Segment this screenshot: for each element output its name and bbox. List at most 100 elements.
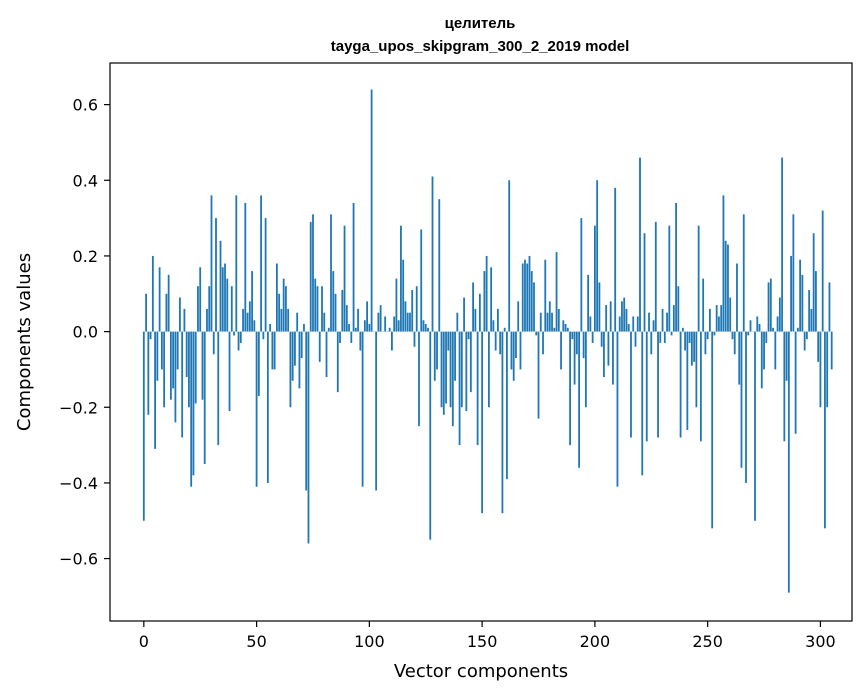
- bar: [235, 195, 238, 332]
- bar: [528, 255, 531, 332]
- bar: [449, 331, 452, 408]
- bar: [210, 195, 213, 332]
- bar: [404, 301, 407, 332]
- bar: [826, 331, 829, 408]
- bar: [548, 301, 551, 332]
- bar: [415, 286, 418, 332]
- y-tick-label: 0.4: [73, 171, 98, 190]
- bar: [512, 331, 515, 381]
- bar: [185, 331, 188, 377]
- bar: [799, 259, 802, 332]
- chart-subtitle: tayga_upos_skipgram_300_2_2019 model: [331, 38, 630, 55]
- bar: [273, 331, 276, 370]
- bar: [354, 327, 357, 332]
- bar: [589, 316, 592, 332]
- bar: [163, 331, 166, 408]
- bar: [593, 225, 596, 332]
- bar: [402, 259, 405, 332]
- bar: [654, 221, 657, 332]
- bar: [158, 267, 161, 332]
- bar: [341, 289, 344, 332]
- bar: [262, 331, 265, 340]
- bar: [485, 255, 488, 332]
- bar: [239, 331, 242, 343]
- bar: [499, 331, 502, 355]
- bar: [695, 331, 698, 408]
- bar: [605, 305, 608, 332]
- bar: [332, 271, 335, 332]
- bar: [451, 331, 454, 427]
- bar: [828, 282, 831, 332]
- bar: [634, 331, 637, 347]
- bar: [271, 331, 274, 370]
- bars-group: [142, 89, 833, 593]
- bar: [257, 331, 260, 396]
- bar: [600, 331, 603, 347]
- bar: [582, 331, 585, 359]
- bar: [359, 331, 362, 351]
- bar: [431, 176, 434, 332]
- bar: [228, 331, 231, 412]
- bar: [476, 331, 479, 446]
- bar: [562, 320, 565, 332]
- bar: [506, 331, 508, 480]
- bar: [445, 331, 447, 404]
- bar: [463, 297, 465, 332]
- bar: [639, 157, 641, 332]
- bar: [237, 331, 240, 351]
- bar: [645, 331, 648, 442]
- bar: [693, 331, 696, 362]
- bar: [745, 331, 747, 483]
- bar: [433, 331, 436, 381]
- x-axis-label: Vector components: [394, 661, 568, 682]
- y-tick-label: 0.2: [73, 247, 98, 266]
- bar: [569, 331, 571, 446]
- bar: [551, 312, 553, 332]
- x-tick-label: 50: [246, 632, 266, 651]
- bar: [447, 331, 450, 351]
- bar: [515, 331, 517, 359]
- bar: [275, 263, 278, 332]
- bar: [206, 308, 208, 332]
- bar: [334, 293, 337, 332]
- bar: [790, 255, 792, 332]
- bar: [260, 195, 262, 332]
- bar: [422, 320, 425, 332]
- bar: [659, 331, 662, 343]
- bar: [796, 327, 799, 332]
- bar: [298, 331, 301, 389]
- bar: [720, 305, 723, 332]
- bar: [474, 308, 477, 332]
- bar: [670, 331, 673, 336]
- x-tick-label: 150: [467, 632, 498, 651]
- plot-area-frame: [109, 62, 853, 622]
- x-tick-label: 0: [139, 632, 149, 651]
- bar: [465, 331, 468, 412]
- bar: [294, 331, 296, 366]
- bar: [156, 331, 159, 381]
- bar: [641, 331, 644, 476]
- bar: [648, 312, 650, 332]
- bar: [478, 293, 481, 332]
- bar: [718, 316, 720, 332]
- bar: [803, 331, 806, 351]
- bar: [530, 271, 533, 332]
- bar: [747, 331, 750, 336]
- bar: [711, 331, 714, 529]
- bar: [603, 331, 605, 377]
- bar: [147, 331, 150, 415]
- bar: [769, 278, 772, 332]
- bar: [815, 271, 817, 332]
- bar: [733, 331, 736, 355]
- bar: [282, 278, 285, 332]
- bar: [578, 331, 580, 468]
- x-tick-label: 250: [692, 632, 723, 651]
- bar: [564, 324, 567, 332]
- bar: [427, 327, 429, 332]
- bar: [661, 308, 664, 332]
- bar: [566, 327, 569, 332]
- bar: [357, 308, 359, 332]
- bar: [219, 240, 222, 332]
- bar: [727, 244, 729, 332]
